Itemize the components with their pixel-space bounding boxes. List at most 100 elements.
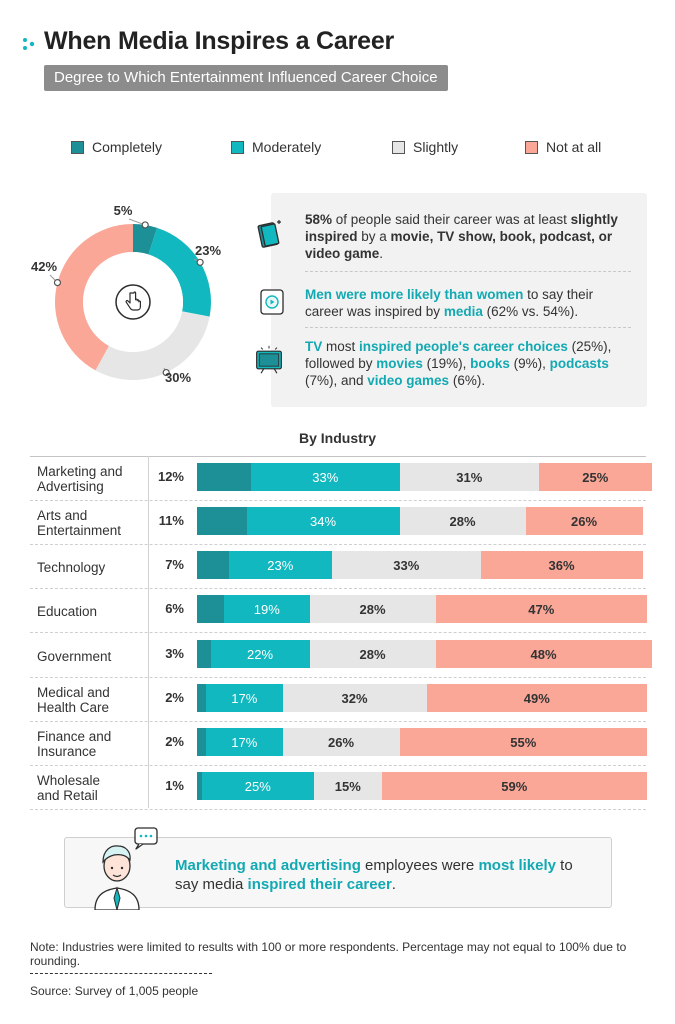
industry-completely-label: 11%	[158, 513, 184, 528]
bar-label-slightly: 28%	[449, 514, 476, 529]
callout-text-part: to say media	[175, 857, 573, 893]
bar-segment-completely	[197, 463, 251, 491]
industry-label-line: Finance and	[37, 729, 112, 744]
bar-label-slightly: 31%	[456, 470, 483, 485]
donut-label-moderately: 23%	[195, 243, 221, 258]
industry-completely-label: 2%	[165, 734, 184, 749]
finding-men: Men were more likely than women	[305, 287, 524, 302]
legend-item-moderately: Moderately	[231, 139, 321, 155]
finding-text: (62% vs. 54%).	[482, 304, 579, 319]
legend-swatch-completely	[71, 140, 84, 154]
finding-media: media	[443, 304, 483, 319]
bar-segment-slightly	[309, 640, 436, 668]
finding-text: (25%), followed by	[305, 339, 612, 371]
row-divider	[30, 544, 646, 545]
row-divider	[30, 500, 646, 501]
finding-text: (19%),	[422, 356, 471, 371]
legend-label-not-at-all: Not at all	[546, 139, 602, 155]
bar-segment-slightly	[282, 684, 427, 712]
bar-segment-moderately	[224, 595, 310, 623]
finding-text: most	[322, 339, 360, 354]
bar-label-moderately: 17%	[231, 691, 258, 706]
bar-label-moderately: 22%	[246, 647, 274, 662]
row-divider	[30, 765, 646, 766]
donut-label-completely: 5%	[114, 203, 133, 218]
finding-video-games: video games	[367, 373, 450, 388]
bar-segment-completely	[197, 640, 211, 668]
legend-swatch-not-at-all	[525, 140, 538, 154]
legend-item-completely: Completely	[71, 139, 162, 155]
industry-label-line: Wholesale	[37, 773, 101, 788]
industry-completely-label: 1%	[165, 778, 184, 793]
industry-label-line: Education	[37, 604, 98, 619]
bar-segment-completely	[197, 507, 247, 535]
row-divider	[30, 809, 646, 810]
bar-segment-slightly	[332, 551, 481, 579]
bar-segment-not-at-all	[399, 728, 647, 756]
callout-text-part: employees were	[360, 857, 479, 874]
industry-completely-label: 7%	[165, 557, 184, 572]
donut-slice-completely	[133, 224, 158, 255]
finding-inspired: inspired	[305, 229, 358, 244]
finding-text: (6%).	[449, 373, 486, 388]
row-divider	[30, 588, 646, 589]
industry-completely-label: 2%	[165, 690, 184, 705]
finding-text: .	[379, 246, 384, 261]
bar-segment-completely	[197, 595, 224, 623]
legend-label-moderately: Moderately	[252, 139, 322, 155]
donut-slice-slightly	[95, 311, 210, 380]
industry-label-line: Technology	[37, 560, 106, 575]
bar-segment-not-at-all	[435, 640, 652, 668]
bar-label-slightly: 28%	[359, 602, 386, 617]
industry-label-line: Medical and	[37, 685, 110, 700]
callout-most-likely: most likely	[478, 857, 556, 874]
bar-segment-moderately	[206, 728, 283, 756]
legend-item-not-at-all: Not at all	[525, 139, 601, 155]
finding-text: (9%),	[509, 356, 550, 371]
bar-segment-slightly	[399, 507, 526, 535]
page-title: When Media Inspires a Career	[44, 27, 395, 55]
bar-segment-not-at-all	[525, 507, 643, 535]
donut-leader-dot	[53, 279, 62, 287]
industry-label: Education	[37, 604, 147, 619]
bar-segment-moderately	[228, 551, 332, 579]
callout-marketing: Marketing and advertising	[175, 857, 361, 874]
industry-label-line: Government	[37, 649, 112, 664]
industry-label-line: Entertainment	[37, 523, 122, 538]
bar-label-slightly: 28%	[359, 647, 386, 662]
industry-label-line: Health Care	[37, 700, 110, 715]
finding-tv: TV most inspired people's career choices…	[305, 338, 633, 389]
source-note: Source: Survey of 1,005 people	[30, 984, 199, 998]
bar-segment-moderately	[246, 507, 400, 535]
media-player-icon	[260, 289, 284, 315]
legend-label-completely: Completely	[92, 139, 163, 155]
bar-label-slightly: 32%	[341, 691, 368, 706]
legend-label-slightly: Slightly	[413, 139, 459, 155]
industry-table-top-rule	[30, 456, 646, 457]
bar-label-moderately: 23%	[267, 558, 294, 573]
finding-divider	[305, 271, 631, 272]
industry-label-line: Advertising	[37, 479, 104, 494]
bar-segment-slightly	[309, 595, 436, 623]
finding-pct: 58%	[305, 212, 333, 227]
industry-label: Arts and Entertainment	[37, 508, 147, 538]
bar-segment-completely	[197, 728, 206, 756]
bar-label-not-at-all: 25%	[582, 470, 609, 485]
finding-text: by a	[357, 229, 391, 244]
bar-segment-slightly	[399, 463, 539, 491]
donut-label-not-at-all: 42%	[31, 259, 57, 274]
callout-text-part: .	[391, 876, 396, 893]
bar-label-moderately: 33%	[312, 470, 339, 485]
logo-icon	[23, 38, 35, 50]
bar-label-not-at-all: 55%	[510, 735, 537, 750]
row-divider	[30, 632, 646, 633]
industry-label: Finance and Insurance	[37, 729, 147, 759]
industry-completely-label: 12%	[157, 469, 184, 484]
industry-label-line: Marketing and	[37, 464, 123, 479]
pointer-hand-icon	[125, 291, 141, 311]
tv-icon	[256, 345, 282, 374]
bar-label-slightly: 15%	[334, 779, 361, 794]
finding-books: books	[470, 356, 510, 371]
bar-segment-not-at-all	[480, 551, 643, 579]
row-divider	[30, 721, 646, 722]
